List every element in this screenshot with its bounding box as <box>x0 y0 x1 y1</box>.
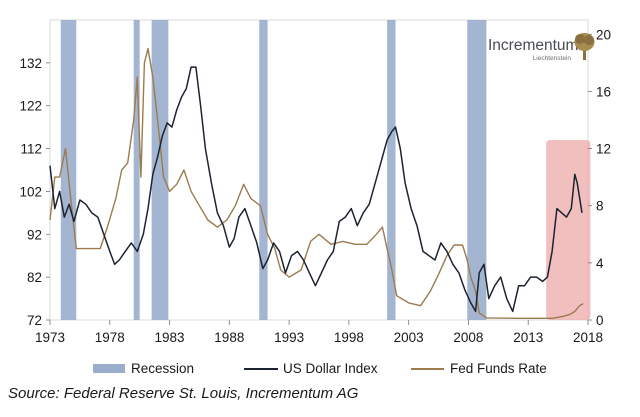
right-tick-label: 0 <box>596 313 604 328</box>
left-tick-label: 132 <box>19 56 42 71</box>
incrementum-logo: Incrementum Liechtenstein <box>488 33 595 62</box>
legend-item-dollar-index: US Dollar Index <box>244 361 378 376</box>
brand-title: Incrementum <box>488 37 578 54</box>
x-tick-label: 1978 <box>95 330 125 345</box>
fed-funds-series <box>49 47 584 319</box>
x-tick-label: 1983 <box>155 330 185 345</box>
right-tick-label: 12 <box>596 142 611 157</box>
x-axis-ticks: 1973 1978 1983 1988 1993 1998 2003 2008 2013 2018 <box>35 320 603 345</box>
highlight-region <box>546 140 591 320</box>
recession-band <box>133 20 140 320</box>
legend-item-recession: Recession <box>93 361 194 376</box>
left-tick-label: 102 <box>19 184 42 199</box>
highlight-box <box>546 140 591 320</box>
x-tick-label: 2013 <box>513 330 543 345</box>
x-tick-label: 1998 <box>334 330 364 345</box>
right-tick-label: 4 <box>596 256 604 271</box>
left-axis-ticks: 72 82 92 102 112 122 132 <box>19 56 50 328</box>
legend-label-recession: Recession <box>131 361 194 376</box>
x-tick-label: 1988 <box>214 330 244 345</box>
plot-frame <box>49 19 589 321</box>
dollar-index-line <box>49 66 583 313</box>
recession-bands <box>60 20 487 320</box>
source-note: Source: Federal Reserve St. Louis, Incre… <box>8 385 359 402</box>
right-tick-label: 16 <box>596 84 611 99</box>
legend-label-fed-funds: Fed Funds Rate <box>450 361 547 376</box>
left-tick-label: 122 <box>19 99 42 114</box>
x-tick-label: 2003 <box>394 330 424 345</box>
recession-band <box>467 20 487 320</box>
brand-subtitle: Liechtenstein <box>533 55 572 62</box>
legend: Recession US Dollar Index Fed Funds Rate <box>93 361 547 376</box>
recession-band <box>60 20 77 320</box>
x-tick-label: 1973 <box>35 330 65 345</box>
right-tick-label: 20 <box>596 27 611 42</box>
right-tick-label: 8 <box>596 199 604 214</box>
x-tick-label: 1993 <box>274 330 304 345</box>
tree-icon <box>574 33 595 60</box>
left-tick-label: 92 <box>27 227 42 242</box>
dollar-index-series <box>49 66 583 313</box>
recession-band <box>387 20 396 320</box>
right-axis-ticks: 0 4 8 12 16 20 <box>588 27 611 328</box>
x-tick-label: 2018 <box>573 330 603 345</box>
x-tick-label: 2008 <box>453 330 483 345</box>
legend-label-dollar-index: US Dollar Index <box>283 361 378 376</box>
left-tick-label: 112 <box>20 142 42 157</box>
recession-band <box>259 20 268 320</box>
legend-item-fed-funds: Fed Funds Rate <box>411 361 547 376</box>
left-tick-label: 72 <box>27 313 42 328</box>
left-tick-label: 82 <box>27 270 42 285</box>
recession-swatch <box>93 364 125 373</box>
recession-band <box>151 20 169 320</box>
fed-funds-line <box>49 47 584 319</box>
